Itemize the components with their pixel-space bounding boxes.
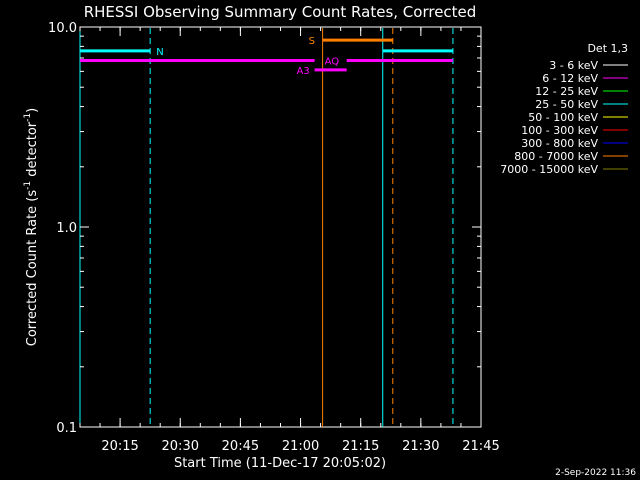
chart-title: RHESSI Observing Summary Count Rates, Co… bbox=[84, 3, 477, 21]
legend-title: Det 1,3 bbox=[587, 42, 628, 55]
flag-bar-label: A3 bbox=[297, 66, 310, 77]
y-axis-label-sup2: -1 bbox=[23, 113, 33, 122]
legend-label: 300 - 800 keV bbox=[521, 137, 598, 150]
x-axis-label: Start Time (11-Dec-17 20:05:02) bbox=[174, 456, 386, 471]
y-axis-label-end: ) bbox=[25, 108, 40, 113]
axis-ticks: 20:15 20:30 20:45 21:00 21:15 21:30 21:45 10.0 1… bbox=[48, 21, 500, 454]
x-tick-label: 21:45 bbox=[462, 439, 499, 454]
y-tick-label: 0.1 bbox=[56, 421, 77, 436]
flag-bar-label: S bbox=[309, 36, 315, 47]
vertical-markers bbox=[79, 28, 454, 427]
y-tick-label: 10.0 bbox=[48, 21, 77, 36]
flag-bars: N S AQ A3 bbox=[80, 36, 453, 77]
plot-frame bbox=[79, 26, 482, 428]
legend-label: 800 - 7000 keV bbox=[514, 150, 598, 163]
timestamp: 2-Sep-2022 11:36 bbox=[555, 468, 636, 478]
legend-label: 3 - 6 keV bbox=[549, 59, 598, 72]
x-tick-label: 21:15 bbox=[342, 439, 379, 454]
x-tick-label: 20:45 bbox=[222, 439, 259, 454]
y-axis-label-main: Corrected Count Rate (s bbox=[25, 190, 40, 347]
legend-label: 25 - 50 keV bbox=[535, 98, 598, 111]
legend-label: 12 - 25 keV bbox=[535, 85, 598, 98]
y-axis-label-mid: detector bbox=[25, 121, 40, 181]
x-tick-label: 21:30 bbox=[402, 439, 439, 454]
legend-label: 100 - 300 keV bbox=[521, 124, 598, 137]
legend-label: 7000 - 15000 keV bbox=[500, 163, 598, 176]
y-tick-label: 1.0 bbox=[56, 221, 77, 236]
legend-label: 50 - 100 keV bbox=[528, 111, 598, 124]
x-tick-label: 21:00 bbox=[282, 439, 319, 454]
x-tick-label: 20:15 bbox=[101, 439, 138, 454]
y-axis-label: Corrected Count Rate (s-1 detector-1) bbox=[23, 108, 40, 346]
y-axis-label-sup1: -1 bbox=[23, 181, 33, 190]
flag-bar-label: AQ bbox=[325, 56, 340, 67]
legend-label: 6 - 12 keV bbox=[542, 72, 598, 85]
flag-bar-label: N bbox=[156, 47, 163, 58]
x-tick-label: 20:30 bbox=[162, 439, 199, 454]
